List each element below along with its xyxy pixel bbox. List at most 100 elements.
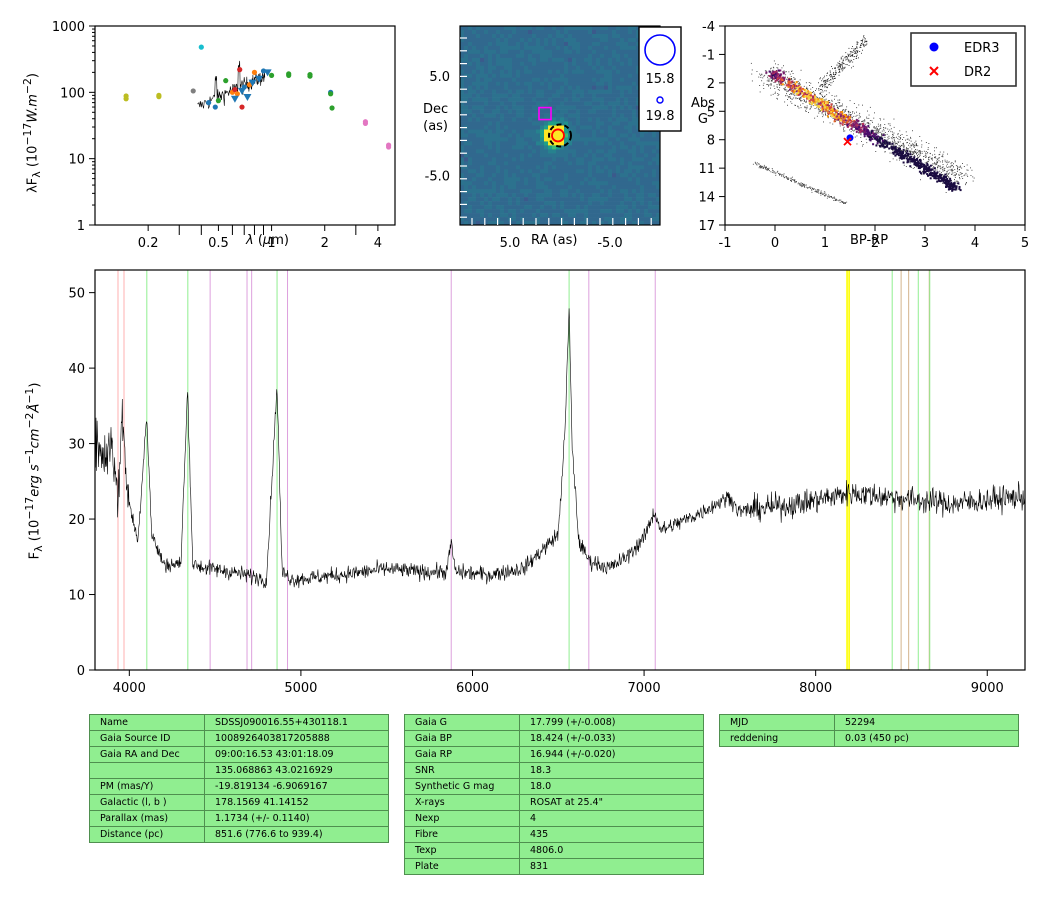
image-pixel <box>468 161 473 166</box>
cmd-background-point <box>852 118 854 120</box>
image-pixel <box>576 193 581 198</box>
image-pixel <box>564 149 569 154</box>
image-pixel <box>548 121 553 126</box>
image-pixel <box>568 153 573 158</box>
cmd-background-point <box>793 89 795 91</box>
image-pixel <box>460 89 465 94</box>
cmd-wd-point <box>783 174 785 176</box>
cmd-background-point <box>935 156 937 158</box>
image-pixel <box>608 205 613 210</box>
cmd-background-point <box>889 123 891 125</box>
cmd-ms-point <box>813 94 816 97</box>
cmd-wd-point <box>759 165 760 167</box>
image-pixel <box>592 209 597 214</box>
cmd-background-point <box>932 163 934 165</box>
image-pixel <box>460 113 465 118</box>
image-pixel <box>484 41 489 47</box>
image-pixel <box>468 217 473 222</box>
cmd-background-point <box>874 112 875 114</box>
cmd-background-point <box>879 143 881 145</box>
image-pixel <box>604 109 609 114</box>
image-pixel <box>560 117 565 122</box>
image-pixel <box>560 181 565 186</box>
cmd-ms-point <box>925 169 928 172</box>
image-pixel <box>612 145 617 150</box>
cmd-giant-point <box>865 44 867 46</box>
image-pixel <box>616 177 621 182</box>
image-pixel <box>560 101 565 106</box>
cmd-background-point <box>816 104 818 106</box>
cmd-giant-point <box>826 75 828 77</box>
cmd-ms-point <box>906 150 909 153</box>
image-pixel <box>584 61 589 67</box>
cmd-background-point <box>921 170 923 172</box>
image-pixel <box>516 145 521 150</box>
image-pixel <box>520 101 525 106</box>
image-pixel <box>488 181 493 186</box>
image-pixel <box>604 197 609 202</box>
cmd-background-point <box>879 125 881 127</box>
image-pixel <box>616 149 621 154</box>
cmd-background-point <box>785 71 787 73</box>
image-pixel <box>584 217 589 222</box>
image-pixel <box>572 149 577 154</box>
image-pixel <box>592 41 597 47</box>
image-pixel <box>596 33 601 39</box>
cmd-background-point <box>901 145 903 147</box>
image-pixel <box>516 185 521 190</box>
image-pixel <box>504 77 509 83</box>
cmd-background-point <box>936 162 938 164</box>
cmd-background-point <box>926 161 928 163</box>
image-pixel <box>484 133 489 138</box>
image-pixel <box>492 169 497 174</box>
cmd-giant-point <box>840 56 842 58</box>
cmd-background-point <box>853 103 855 104</box>
cmd-background-point <box>910 137 912 139</box>
cmd-giant-point <box>842 58 844 60</box>
image-pixel <box>560 53 565 59</box>
cmd-background-point <box>850 123 852 125</box>
image-pixel <box>552 65 557 71</box>
cmd-background-point <box>841 105 842 107</box>
image-pixel <box>552 29 557 35</box>
image-pixel <box>464 77 469 83</box>
cmd-background-point <box>926 162 927 164</box>
image-pixel <box>628 77 633 83</box>
cmd-ms-point <box>881 139 884 142</box>
cmd-ms-point <box>901 153 904 156</box>
image-pixel <box>576 113 581 118</box>
cmd-wd-point <box>820 194 822 196</box>
image-pixel <box>504 93 509 98</box>
cmd-giant-point <box>855 48 857 49</box>
cmd-wd-point <box>822 192 824 194</box>
cmd-ms-point <box>779 69 782 72</box>
cmd-wd-point <box>763 166 765 168</box>
image-pixel <box>500 133 505 138</box>
image-pixel <box>608 137 613 142</box>
cmd-giant-point <box>844 67 846 69</box>
cmd-background-point <box>839 105 841 107</box>
cmd-giant-point <box>835 68 836 70</box>
image-pixel <box>596 85 601 90</box>
cmd-background-point <box>866 116 868 118</box>
image-pixel <box>624 149 629 154</box>
cmd-background-point <box>850 114 852 116</box>
image-pixel <box>556 153 561 158</box>
image-pixel <box>472 109 477 114</box>
image-pixel <box>508 169 513 174</box>
image-pixel <box>588 37 593 43</box>
cmd-background-point <box>914 142 916 144</box>
image-pixel <box>488 57 493 63</box>
image-pixel <box>616 209 621 214</box>
image-pixel <box>576 137 581 142</box>
cmd-wd-point <box>759 166 761 168</box>
image-pixel <box>560 26 565 31</box>
cmd-ms-point <box>850 124 853 127</box>
cmd-background-point <box>881 136 883 137</box>
cmd-background-point <box>774 81 776 83</box>
image-pixel <box>620 105 625 110</box>
cmd-background-point <box>948 161 950 163</box>
cmd-ms-point <box>863 130 866 133</box>
image-pixel <box>656 185 661 190</box>
cmd-background-point <box>790 76 792 77</box>
